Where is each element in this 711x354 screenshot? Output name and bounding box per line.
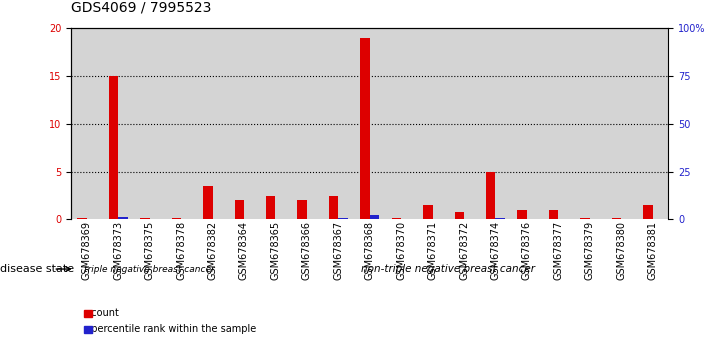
Bar: [432, 218, 442, 219]
Bar: [266, 195, 275, 219]
Bar: [417, 28, 449, 219]
Bar: [140, 218, 150, 219]
Bar: [580, 218, 589, 219]
Bar: [574, 28, 606, 219]
Text: triple negative breast cancer: triple negative breast cancer: [85, 264, 215, 274]
Bar: [370, 215, 379, 219]
Bar: [549, 210, 558, 219]
Bar: [392, 218, 401, 219]
Bar: [449, 28, 480, 219]
Bar: [102, 28, 134, 219]
Bar: [297, 200, 307, 219]
Bar: [323, 28, 354, 219]
Bar: [228, 28, 260, 219]
Bar: [203, 186, 213, 219]
Bar: [518, 210, 527, 219]
Bar: [643, 205, 653, 219]
Bar: [275, 218, 285, 219]
Bar: [653, 218, 662, 219]
Text: percentile rank within the sample: percentile rank within the sample: [85, 324, 257, 334]
Text: disease state: disease state: [0, 264, 74, 274]
Bar: [542, 28, 574, 219]
Bar: [260, 28, 291, 219]
Bar: [197, 28, 228, 219]
Bar: [118, 217, 128, 219]
Bar: [166, 28, 197, 219]
Bar: [87, 218, 96, 219]
Bar: [527, 218, 536, 219]
Text: non-triple negative breast cancer: non-triple negative breast cancer: [361, 264, 535, 274]
Text: count: count: [85, 308, 119, 318]
Bar: [338, 218, 348, 219]
Bar: [307, 218, 316, 219]
Bar: [134, 28, 166, 219]
Bar: [109, 76, 118, 219]
Bar: [511, 28, 542, 219]
Bar: [486, 172, 496, 219]
Bar: [480, 28, 511, 219]
Bar: [71, 28, 102, 219]
Bar: [291, 28, 323, 219]
Bar: [385, 28, 417, 219]
Bar: [611, 218, 621, 219]
Text: GDS4069 / 7995523: GDS4069 / 7995523: [71, 0, 211, 14]
Bar: [496, 218, 505, 219]
Bar: [235, 200, 244, 219]
Bar: [454, 212, 464, 219]
Bar: [360, 38, 370, 219]
Bar: [171, 218, 181, 219]
Bar: [354, 28, 385, 219]
Bar: [423, 205, 432, 219]
Bar: [77, 218, 87, 219]
Bar: [637, 28, 668, 219]
Bar: [329, 195, 338, 219]
Bar: [606, 28, 637, 219]
